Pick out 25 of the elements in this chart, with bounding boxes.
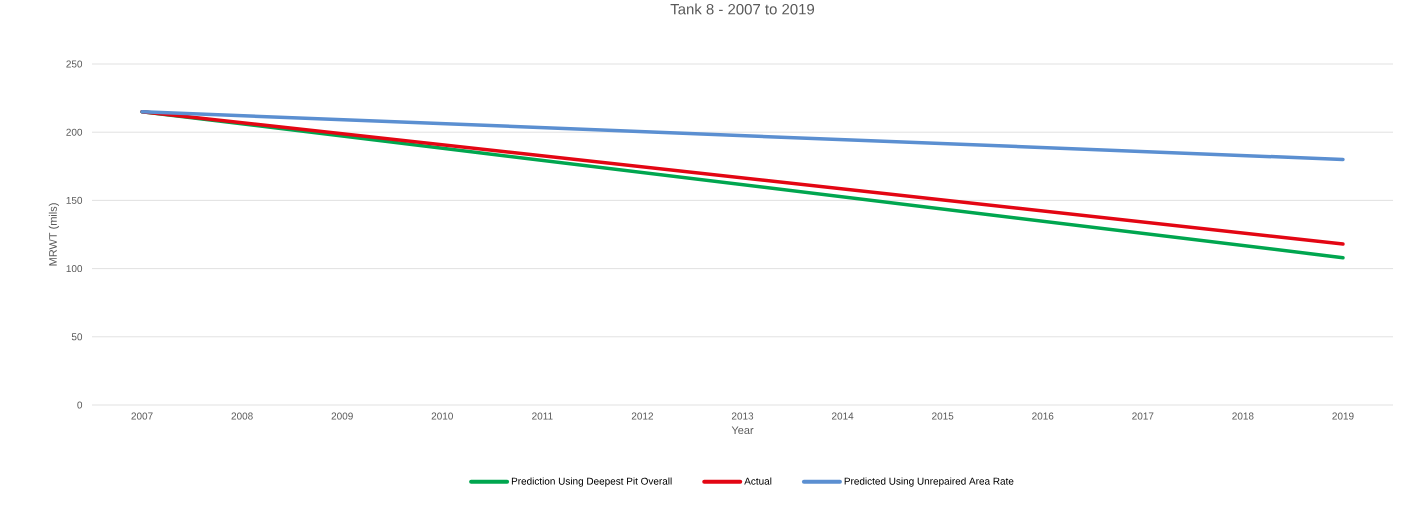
- chart-title: Tank 8 - 2007 to 2019: [670, 3, 815, 15]
- legend-label: Actual: [744, 477, 772, 485]
- legend-label: Predicted Using Unrepaired Area Rate: [844, 477, 1014, 487]
- x-tick-label: 2013: [731, 412, 754, 420]
- y-tick-label: 150: [66, 196, 83, 204]
- y-tick-label: 0: [77, 401, 83, 409]
- x-tick-label: 2010: [431, 412, 453, 420]
- x-tick-label: 2015: [932, 412, 954, 420]
- x-tick-label: 2011: [532, 412, 553, 420]
- x-tick-label: 2018: [1232, 412, 1254, 420]
- x-tick-label: 2007: [131, 412, 153, 420]
- x-tick-label: 2014: [832, 412, 854, 420]
- y-tick-label: 200: [66, 128, 83, 136]
- x-tick-label: 2008: [231, 412, 253, 420]
- y-tick-label: 50: [71, 333, 83, 341]
- legend-label: Prediction Using Deepest Pit Overall: [511, 477, 672, 487]
- y-tick-label: 100: [66, 265, 83, 273]
- x-tick-label: 2019: [1332, 412, 1354, 420]
- y-tick-label: 250: [66, 60, 83, 68]
- x-axis-title: Year: [731, 426, 754, 435]
- x-tick-label: 2009: [331, 412, 353, 420]
- x-tick-label: 2016: [1032, 412, 1054, 420]
- y-axis-title: MRWT (mils): [48, 203, 60, 266]
- x-tick-label: 2012: [631, 412, 654, 420]
- x-tick-label: 2017: [1132, 412, 1154, 420]
